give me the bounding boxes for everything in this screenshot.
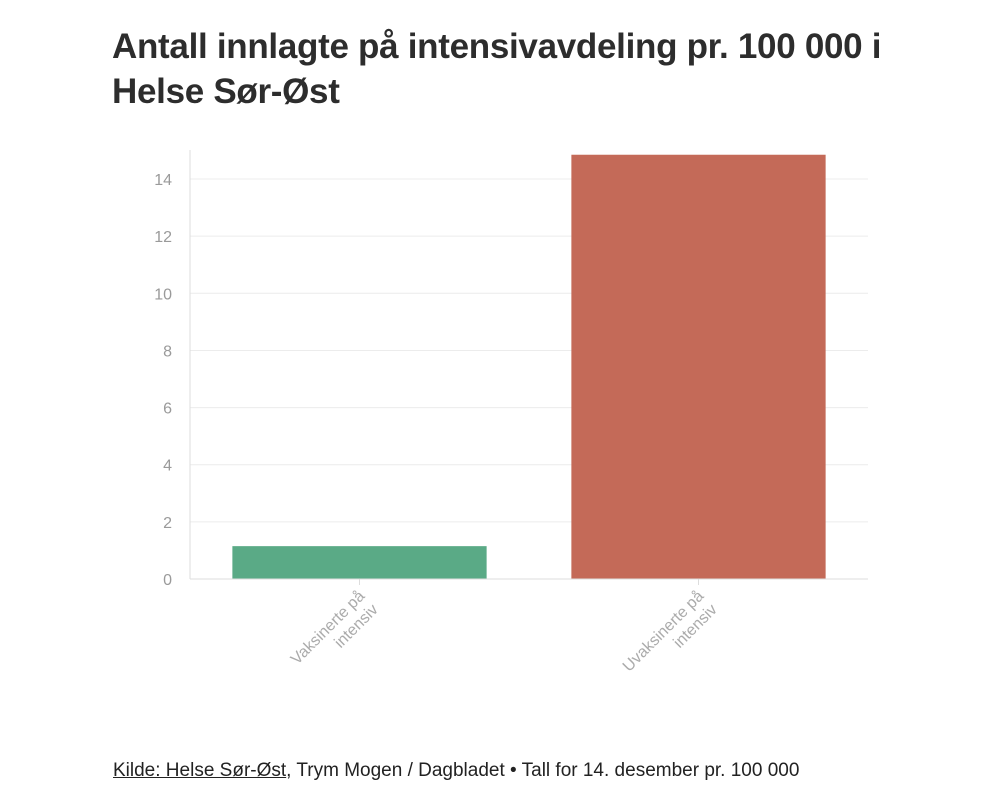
x-axis-labels: Vaksinerte påintensiv Uvaksinerte påinten… bbox=[287, 579, 721, 689]
chart-title: Antall innlagte på intensivavdeling pr. … bbox=[112, 27, 882, 111]
category-label: Uvaksinerte påintensiv bbox=[619, 587, 721, 689]
y-tick-label: 2 bbox=[163, 515, 172, 532]
y-tick-label: 14 bbox=[154, 172, 172, 189]
y-axis-ticks: 0 2 4 6 8 10 12 14 bbox=[154, 172, 172, 589]
bars bbox=[232, 154, 826, 579]
bar-1 bbox=[232, 546, 487, 579]
bar-2 bbox=[571, 154, 826, 579]
y-tick-label: 12 bbox=[154, 229, 172, 246]
source-note: Kilde: Helse Sør-Øst, Trym Mogen / Dagbl… bbox=[113, 760, 799, 782]
x-tick-label: Uvaksinerte påintensiv bbox=[619, 587, 721, 689]
source-link[interactable]: Kilde: Helse Sør-Øst bbox=[113, 760, 287, 781]
y-tick-label: 8 bbox=[163, 343, 172, 360]
source-credit: , Trym Mogen / Dagbladet • Tall for 14. … bbox=[286, 760, 800, 781]
y-tick-label: 4 bbox=[163, 458, 172, 475]
y-tick-label: 6 bbox=[163, 401, 172, 418]
category-label: Vaksinerte påintensiv bbox=[287, 587, 382, 682]
y-tick-label: 0 bbox=[163, 572, 172, 589]
bar-chart: 0 2 4 6 8 10 12 14 Vaksinerte påintensiv Uvaksin… bbox=[154, 150, 868, 689]
x-tick-label: Vaksinerte påintensiv bbox=[287, 587, 382, 682]
y-tick-label: 10 bbox=[154, 286, 172, 303]
